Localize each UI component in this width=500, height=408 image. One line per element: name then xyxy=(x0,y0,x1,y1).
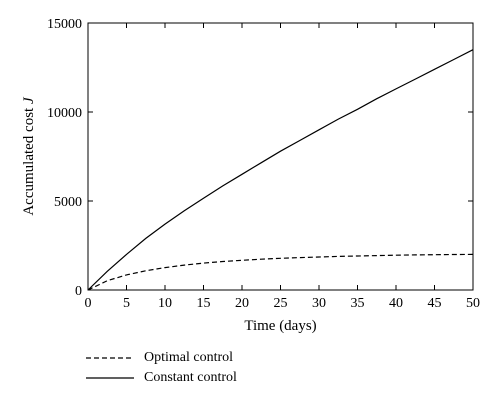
legend-item-optimal: Optimal control xyxy=(84,348,237,368)
y-tick-label: 15000 xyxy=(47,17,82,32)
x-tick-label: 0 xyxy=(85,296,92,311)
y-axis-label-symbol: J xyxy=(21,96,37,104)
x-tick-label: 25 xyxy=(274,296,288,311)
x-tick-label: 30 xyxy=(312,296,326,311)
x-tick-label: 5 xyxy=(123,296,130,311)
y-axis-label: Accumulated cost J xyxy=(21,96,37,216)
x-axis-label: Time (days) xyxy=(244,318,316,334)
x-tick-label: 40 xyxy=(389,296,403,311)
series-layer xyxy=(87,49,474,291)
plot-border xyxy=(87,22,474,291)
x-tick-label: 45 xyxy=(428,296,442,311)
series-line-1 xyxy=(87,49,474,291)
x-tick-label: 15 xyxy=(197,296,211,311)
legend-label-optimal: Optimal control xyxy=(144,350,234,365)
y-tick-label: 0 xyxy=(75,284,82,299)
legend-item-constant: Constant control xyxy=(84,368,237,388)
x-tick-label: 10 xyxy=(158,296,172,311)
y-tick-label: 5000 xyxy=(54,195,82,210)
series-line-0 xyxy=(87,253,474,291)
x-tick-label: 50 xyxy=(466,296,480,311)
x-tick-label: 20 xyxy=(235,296,249,311)
y-tick-label: 10000 xyxy=(47,106,82,121)
legend-swatch-solid xyxy=(86,377,134,379)
x-axis: 0 5 10 15 20 25 30 35 40 45 50 xyxy=(85,23,480,311)
legend: Optimal control Constant control xyxy=(84,348,237,388)
plot-area xyxy=(87,22,474,291)
x-tick-label: 35 xyxy=(351,296,365,311)
y-axis: 0 5000 10000 15000 xyxy=(47,17,473,299)
legend-label-constant: Constant control xyxy=(144,370,237,385)
legend-swatch-dashed xyxy=(86,357,134,359)
y-axis-label-text: Accumulated cost xyxy=(21,104,37,216)
